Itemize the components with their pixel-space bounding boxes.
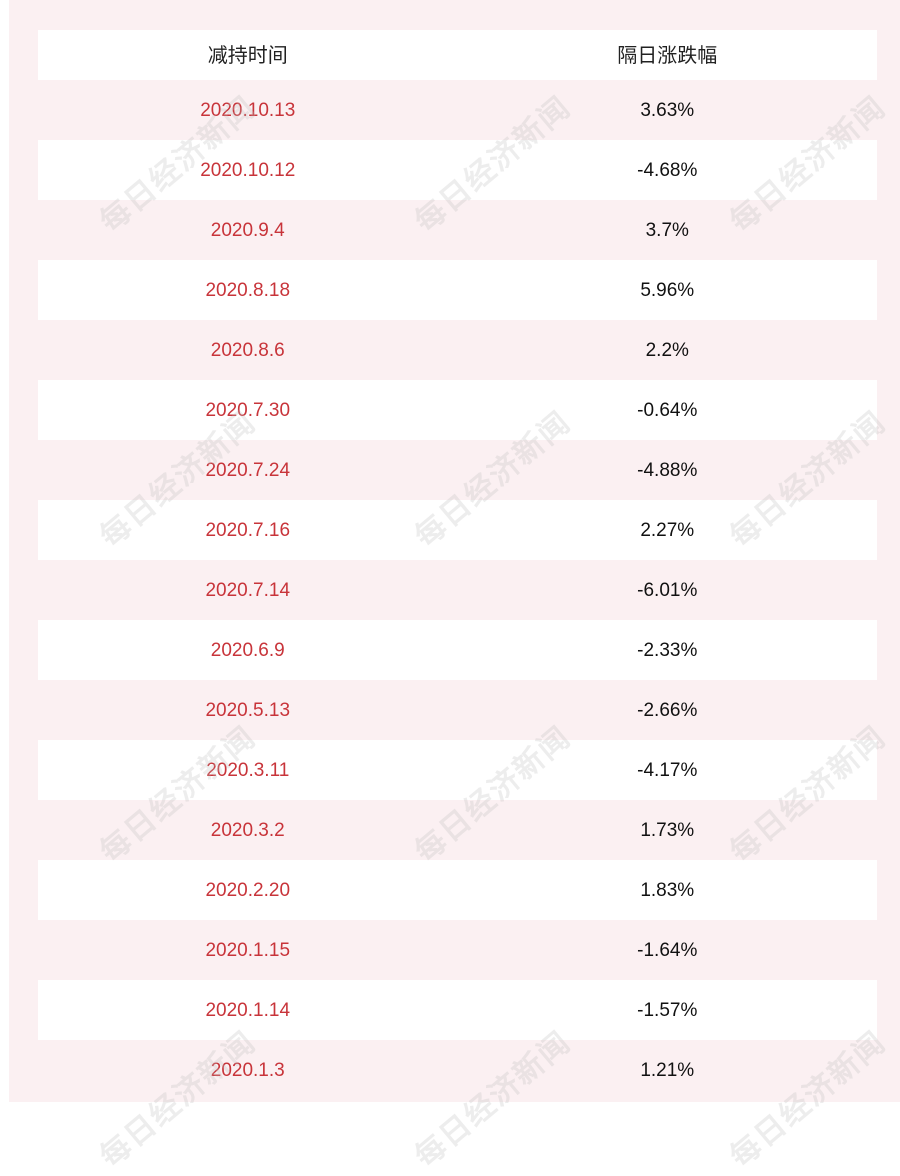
next-day-change-cell: -1.57% [637,999,698,1021]
reduction-date-cell: 2020.7.16 [205,519,291,541]
reduction-date-cell: 2020.10.13 [200,99,296,121]
next-day-change-cell: -6.01% [637,579,698,601]
table-header-row: 减持时间 隔日涨跌幅 [38,30,877,80]
next-day-change-cell: 3.63% [640,99,695,121]
reduction-date-cell: 2020.7.14 [205,579,291,601]
next-day-change-cell: -1.64% [637,939,698,961]
next-day-change-cell: 1.73% [640,819,695,841]
table-row: 2020.1.14 -1.57% [38,980,877,1040]
data-table: 减持时间 隔日涨跌幅 2020.10.13 3.63% 2020.10.12 -4.6… [38,30,877,1100]
next-day-change-cell: 1.83% [640,879,695,901]
table-row: 2020.6.9 -2.33% [38,620,877,680]
table-row: 2020.10.13 3.63% [38,80,877,140]
table-body: 2020.10.13 3.63% 2020.10.12 -4.68% 2020.9.4 3… [38,80,877,1100]
header-reduction-date: 减持时间 [207,43,288,67]
reduction-date-cell: 2020.7.30 [205,399,291,421]
next-day-change-cell: -2.33% [637,639,698,661]
table-row: 2020.8.18 5.96% [38,260,877,320]
next-day-change-cell: 2.2% [645,339,689,361]
reduction-date-cell: 2020.1.3 [210,1059,285,1081]
table-row: 2020.3.2 1.73% [38,800,877,860]
table-row: 2020.3.11 -4.17% [38,740,877,800]
reduction-date-cell: 2020.3.11 [206,759,290,781]
table-row: 2020.7.24 -4.88% [38,440,877,500]
header-next-day-change: 隔日涨跌幅 [617,43,718,67]
reduction-date-cell: 2020.1.14 [205,999,291,1021]
next-day-change-cell: -2.66% [637,699,698,721]
next-day-change-cell: 5.96% [640,279,695,301]
next-day-change-cell: 3.7% [645,219,689,241]
table-row: 2020.7.14 -6.01% [38,560,877,620]
reduction-date-cell: 2020.7.24 [205,459,291,481]
table-row: 2020.5.13 -2.66% [38,680,877,740]
table-row: 2020.9.4 3.7% [38,200,877,260]
table-row: 2020.7.16 2.27% [38,500,877,560]
reduction-date-cell: 2020.10.12 [200,159,296,181]
table-row: 2020.1.15 -1.64% [38,920,877,980]
reduction-date-cell: 2020.9.4 [210,219,285,241]
reduction-date-cell: 2020.1.15 [205,939,291,961]
table-row: 2020.10.12 -4.68% [38,140,877,200]
next-day-change-cell: -4.17% [637,759,698,781]
next-day-change-cell: 2.27% [640,519,695,541]
reduction-date-cell: 2020.8.18 [205,279,291,301]
reduction-date-cell: 2020.2.20 [205,879,291,901]
next-day-change-cell: -4.88% [637,459,698,481]
next-day-change-cell: 1.21% [640,1059,695,1081]
table-row: 2020.2.20 1.83% [38,860,877,920]
reduction-date-cell: 2020.6.9 [210,639,285,661]
reduction-date-cell: 2020.8.6 [210,339,285,361]
page-background: 减持时间 隔日涨跌幅 2020.10.13 3.63% 2020.10.12 -4.6… [9,0,900,1102]
reduction-date-cell: 2020.3.2 [210,819,285,841]
reduction-date-cell: 2020.5.13 [205,699,291,721]
table-row: 2020.8.6 2.2% [38,320,877,380]
next-day-change-cell: -4.68% [637,159,698,181]
table-row: 2020.7.30 -0.64% [38,380,877,440]
next-day-change-cell: -0.64% [637,399,698,421]
table-row: 2020.1.3 1.21% [38,1040,877,1100]
